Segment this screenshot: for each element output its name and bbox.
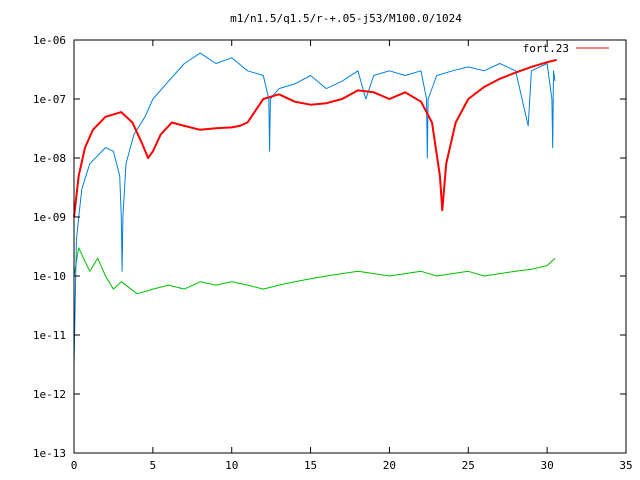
- y-tick-label: 1e-10: [33, 270, 66, 283]
- plot-frame: [73, 39, 627, 454]
- y-tick-label: 1e-11: [33, 329, 66, 342]
- x-tick-label: 35: [619, 459, 632, 472]
- y-tick-label: 1e-08: [33, 152, 66, 165]
- y-tick-label: 1e-07: [33, 93, 66, 106]
- series-layer: [73, 52, 557, 366]
- x-tick-label: 20: [383, 459, 396, 472]
- series-line-3: [73, 247, 556, 295]
- y-tick-label: 1e-09: [33, 211, 66, 224]
- x-tick-label: 10: [225, 459, 238, 472]
- legend: fort.23: [523, 42, 609, 55]
- x-tick-label: 5: [150, 459, 157, 472]
- y-tick-label: 1e-12: [33, 388, 66, 401]
- x-tick-label: 25: [462, 459, 475, 472]
- y-tick-label: 1e-13: [33, 447, 66, 460]
- x-tick-label: 15: [304, 459, 317, 472]
- x-tick-label: 30: [541, 459, 554, 472]
- series-line-1: [73, 58, 557, 218]
- legend-label: fort.23: [523, 42, 569, 55]
- chart-title: m1/n1.5/q1.5/r-+.05-j53/M100.0/1024: [230, 12, 462, 25]
- x-tick-label: 0: [71, 459, 78, 472]
- y-tick-label: 1e-06: [33, 34, 66, 47]
- series-line-2: [73, 52, 556, 366]
- axes-layer: 0 5 10 15 20 25 30 35 1e-13 1e-12 1e-11 1e-10 1e-09 1…: [33, 34, 633, 472]
